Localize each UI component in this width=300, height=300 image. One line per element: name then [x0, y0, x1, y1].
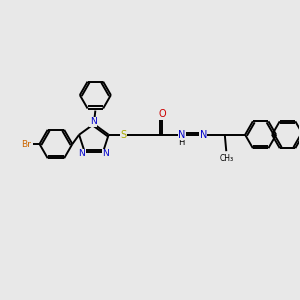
Text: N: N — [78, 149, 85, 158]
Text: N: N — [200, 130, 207, 140]
Text: Br: Br — [21, 140, 31, 148]
Text: S: S — [121, 130, 127, 140]
Text: N: N — [178, 130, 185, 140]
Text: N: N — [90, 117, 97, 126]
Text: N: N — [103, 149, 109, 158]
Text: CH₃: CH₃ — [219, 154, 233, 163]
Text: O: O — [159, 110, 166, 119]
Text: H: H — [178, 138, 185, 147]
